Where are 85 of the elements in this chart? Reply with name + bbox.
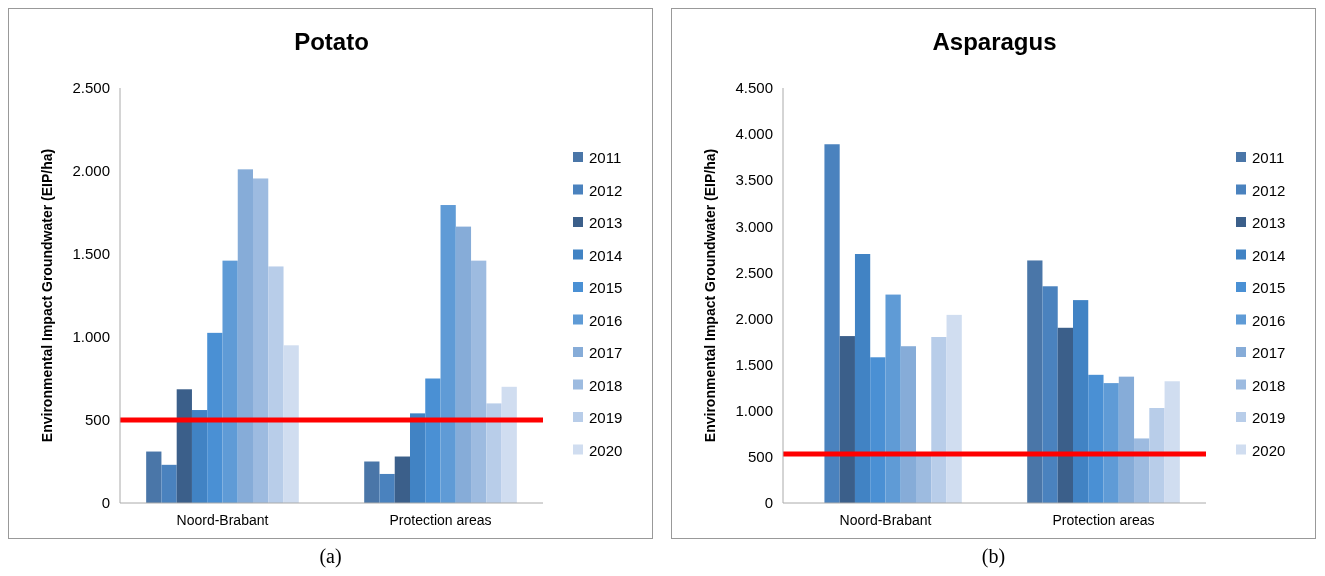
legend-label: 2017 [589, 344, 623, 362]
legend-label: 2017 [1252, 344, 1286, 362]
bar [253, 178, 269, 503]
bar [191, 410, 208, 503]
bar [455, 226, 472, 503]
legend-label: 2016 [1252, 311, 1286, 329]
legend-label: 2018 [589, 376, 623, 394]
bar [501, 386, 517, 503]
y-tick-label: 4.000 [735, 125, 773, 143]
x-tick-label: Protection areas [389, 512, 492, 528]
chart-title: Potato [294, 28, 369, 55]
y-tick-label: 2.500 [72, 79, 110, 97]
y-tick-label: 0 [764, 494, 773, 512]
bar [839, 336, 855, 503]
y-tick-label: 3.000 [735, 217, 773, 235]
legend-label: 2014 [1252, 246, 1286, 264]
legend-label: 2020 [589, 441, 623, 459]
bar [176, 389, 192, 503]
bar [440, 205, 456, 503]
bar [916, 455, 932, 503]
bar [161, 464, 177, 503]
bar [410, 413, 426, 503]
y-axis-title: Environmental Impact Groundwater (EIP/ha) [39, 148, 55, 443]
bar [146, 451, 162, 503]
legend-label: 2011 [1252, 149, 1285, 167]
bar [1118, 376, 1135, 503]
bar [931, 337, 947, 503]
legend-label: 2019 [589, 409, 623, 427]
bar [268, 266, 284, 503]
bar [394, 456, 410, 503]
y-tick-label: 500 [747, 448, 773, 466]
y-tick-label: 2.500 [735, 263, 773, 281]
bar [900, 346, 916, 503]
bar [283, 345, 299, 503]
y-tick-label: 1.500 [72, 245, 110, 263]
legend-label: 2020 [1252, 441, 1286, 459]
y-axis-title: Environmental Impact Groundwater (EIP/ha) [702, 148, 718, 443]
bar [885, 294, 901, 503]
y-tick-label: 4.500 [735, 79, 773, 97]
legend-label: 2012 [1252, 181, 1286, 199]
chart-title: Asparagus [932, 28, 1057, 55]
y-tick-label: 1.000 [735, 402, 773, 420]
legend-label: 2012 [589, 181, 623, 199]
legend-label: 2019 [1252, 409, 1286, 427]
bar [379, 473, 395, 503]
text: (b) [981, 545, 1006, 568]
y-tick-label: 1.500 [735, 355, 773, 373]
bar [854, 254, 871, 503]
y-tick-label: 1.000 [72, 328, 110, 346]
bar [237, 169, 253, 503]
legend-label: 2011 [589, 149, 622, 167]
bar [486, 403, 502, 503]
y-tick-label: 0 [101, 494, 110, 512]
legend-label: 2015 [589, 279, 623, 297]
x-tick-label: Noord-Brabant [839, 512, 932, 528]
bar [1072, 300, 1089, 503]
bar [870, 357, 886, 503]
bar [207, 332, 223, 503]
y-tick-label: 500 [84, 411, 110, 429]
bar [1134, 438, 1150, 503]
bar [824, 144, 840, 503]
bar [1164, 381, 1180, 503]
bar [1088, 374, 1104, 503]
bar [425, 378, 441, 503]
legend-label: 2018 [1252, 376, 1286, 394]
y-tick-label: 2.000 [735, 309, 773, 327]
legend-label: 2016 [589, 311, 623, 329]
bar [1027, 260, 1043, 503]
bar [1149, 408, 1165, 503]
x-tick-label: Noord-Brabant [176, 512, 269, 528]
bar [222, 260, 238, 503]
bar [364, 461, 380, 503]
text: (a) [319, 545, 342, 568]
legend-label: 2015 [1252, 279, 1286, 297]
bar [946, 314, 962, 503]
legend-label: 2013 [1252, 214, 1286, 232]
legend-label: 2014 [589, 246, 623, 264]
y-tick-label: 2.000 [72, 162, 110, 180]
bar [1103, 383, 1119, 503]
y-tick-label: 3.500 [735, 171, 773, 189]
x-tick-label: Protection areas [1052, 512, 1155, 528]
bar [471, 260, 487, 503]
bar [1057, 327, 1073, 503]
bar [1042, 286, 1058, 503]
legend-label: 2013 [589, 214, 623, 232]
